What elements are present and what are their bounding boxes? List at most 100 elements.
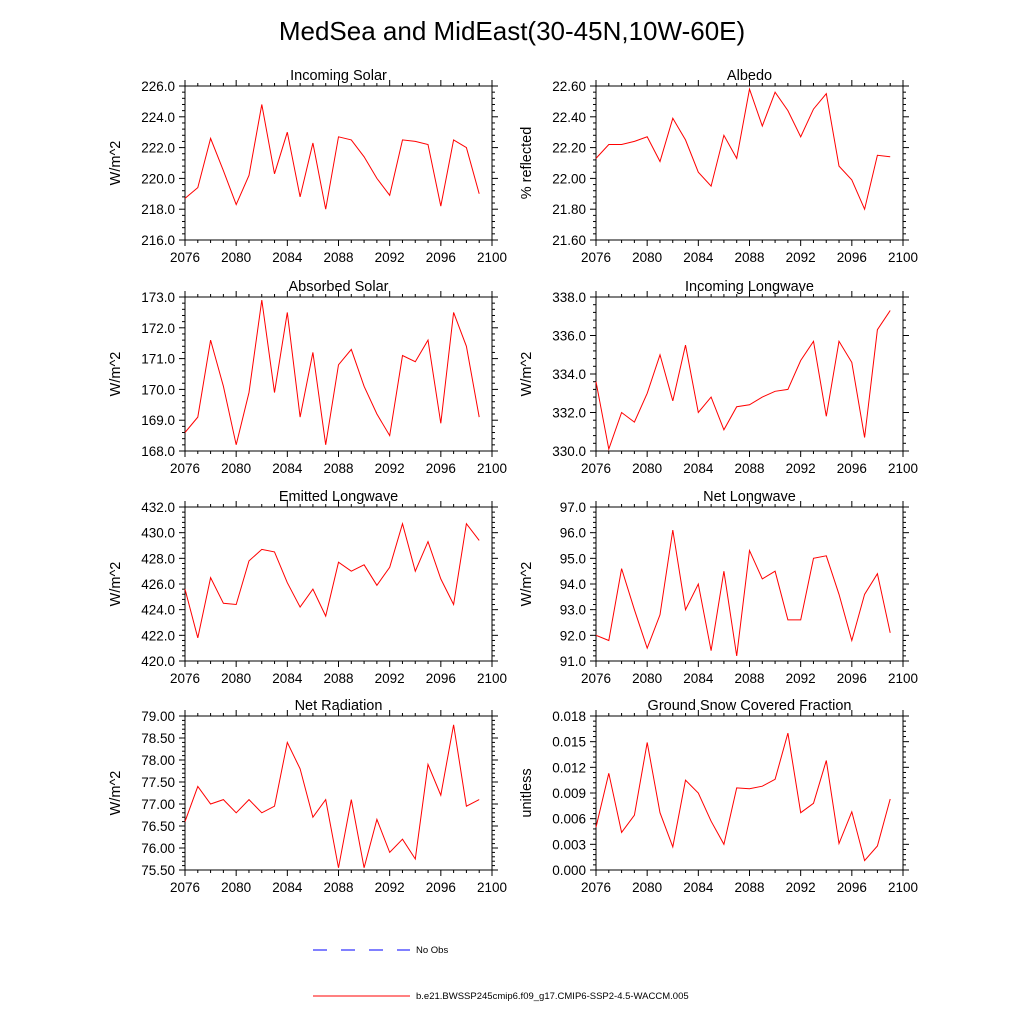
x-tick-label: 2080 — [632, 461, 662, 476]
y-tick-label: 430.0 — [141, 526, 175, 541]
x-tick-label: 2100 — [477, 461, 507, 476]
y-tick-label: 216.0 — [141, 233, 175, 248]
panel-net-longwave: Net Longwave 2076 2080 2084 2088 2092 2096 2100… — [519, 489, 918, 686]
y-tick-label: 0.003 — [552, 837, 586, 852]
y-axis-label: W/m^2 — [108, 562, 124, 607]
x-tick-label: 2088 — [323, 461, 353, 476]
x-tick-label: 2096 — [837, 250, 867, 265]
x-tick-label: 2080 — [632, 880, 662, 895]
y-tick-label: 170.0 — [141, 382, 175, 397]
y-tick-label: 21.80 — [552, 202, 586, 217]
x-tick-label: 2096 — [837, 671, 867, 686]
x-tick-label: 2076 — [170, 461, 200, 476]
y-tick-label: 171.0 — [141, 352, 175, 367]
y-tick-label: 226.0 — [141, 79, 175, 94]
series-line — [184, 521, 480, 639]
y-tick-label: 93.0 — [560, 603, 586, 618]
x-tick-label: 2088 — [734, 461, 764, 476]
x-tick-label: 2096 — [837, 461, 867, 476]
x-tick-label: 2080 — [221, 250, 251, 265]
y-tick-label: 22.00 — [552, 171, 586, 186]
x-tick-label: 2076 — [581, 250, 611, 265]
y-tick-label: 169.0 — [141, 413, 175, 428]
x-tick-label: 2100 — [888, 671, 918, 686]
y-tick-label: 22.60 — [552, 79, 586, 94]
panel-incoming-solar: Incoming Solar 2076 2080 2084 2088 2092 2096 21… — [108, 68, 507, 265]
x-tick-label: 2084 — [272, 250, 303, 265]
y-tick-label: 0.000 — [552, 863, 586, 878]
x-tick-label: 2092 — [375, 461, 405, 476]
y-tick-label: 97.0 — [560, 500, 586, 515]
x-tick-label: 2092 — [375, 250, 405, 265]
series-line — [184, 104, 480, 210]
y-tick-label: 428.0 — [141, 551, 175, 566]
x-tick-label: 2092 — [786, 461, 816, 476]
y-tick-label: 224.0 — [141, 110, 175, 125]
panel-title: Albedo — [727, 68, 772, 84]
plot-frame — [595, 85, 904, 241]
x-tick-label: 2080 — [221, 880, 251, 895]
panel-title: Net Longwave — [703, 489, 796, 505]
panel-title: Emitted Longwave — [279, 489, 398, 505]
y-tick-label: 76.50 — [141, 819, 175, 834]
panel-incoming-longwave: Incoming Longwave 2076 2080 2084 2088 2092 209… — [519, 279, 918, 476]
x-tick-label: 2084 — [272, 461, 303, 476]
x-tick-label: 2076 — [581, 461, 611, 476]
y-tick-label: 75.50 — [141, 863, 175, 878]
y-tick-label: 78.00 — [141, 753, 175, 768]
panel-title: Incoming Solar — [290, 68, 387, 84]
y-tick-label: 218.0 — [141, 202, 175, 217]
series-line — [595, 732, 891, 862]
y-tick-label: 332.0 — [552, 406, 586, 421]
x-tick-label: 2080 — [221, 461, 251, 476]
y-tick-label: 424.0 — [141, 603, 175, 618]
y-tick-label: 168.0 — [141, 444, 175, 459]
y-tick-label: 21.60 — [552, 233, 586, 248]
x-tick-label: 2080 — [632, 250, 662, 265]
y-axis-label: W/m^2 — [519, 352, 535, 397]
plot-frame — [184, 506, 493, 662]
y-axis-label: unitless — [519, 768, 535, 817]
y-tick-label: 77.50 — [141, 775, 175, 790]
y-axis-label: W/m^2 — [519, 562, 535, 607]
x-tick-label: 2088 — [734, 671, 764, 686]
plot-frame — [184, 296, 493, 452]
legend-model-label: b.e21.BWSSP245cmip6.f09_g17.CMIP6-SSP2-4… — [416, 991, 689, 1002]
y-tick-label: 95.0 — [560, 551, 586, 566]
y-axis-label: % reflected — [519, 127, 535, 200]
x-tick-label: 2084 — [683, 671, 714, 686]
x-tick-label: 2092 — [375, 671, 405, 686]
y-tick-label: 0.009 — [552, 786, 586, 801]
x-tick-label: 2084 — [272, 671, 303, 686]
y-tick-label: 78.50 — [141, 731, 175, 746]
panel-absorbed-solar: Absorbed Solar 2076 2080 2084 2088 2092 2096 21… — [108, 279, 507, 476]
y-tick-label: 77.00 — [141, 797, 175, 812]
y-axis-label: W/m^2 — [108, 141, 124, 186]
series-line — [595, 310, 891, 452]
figure-title: MedSea and MidEast(30-45N,10W-60E) — [279, 16, 745, 46]
y-tick-label: 0.015 — [552, 735, 586, 750]
series-line — [184, 300, 480, 445]
y-axis-label: W/m^2 — [108, 352, 124, 397]
y-tick-label: 0.012 — [552, 760, 586, 775]
x-tick-label: 2084 — [683, 880, 714, 895]
x-tick-label: 2080 — [221, 671, 251, 686]
panel-title: Absorbed Solar — [289, 279, 389, 295]
x-tick-label: 2100 — [888, 461, 918, 476]
x-tick-label: 2092 — [786, 671, 816, 686]
series-line — [595, 87, 891, 211]
panels-group: Incoming Solar 2076 2080 2084 2088 2092 2096 21… — [108, 68, 918, 895]
x-tick-label: 2076 — [170, 880, 200, 895]
y-tick-label: 173.0 — [141, 290, 175, 305]
x-tick-label: 2088 — [734, 880, 764, 895]
x-tick-label: 2096 — [426, 671, 456, 686]
y-tick-label: 420.0 — [141, 654, 175, 669]
x-tick-label: 2088 — [734, 250, 764, 265]
panel-albedo: Albedo 2076 2080 2084 2088 2092 2096 2100 21.60 2… — [519, 68, 918, 265]
x-tick-label: 2080 — [632, 671, 662, 686]
x-tick-label: 2092 — [375, 880, 405, 895]
y-tick-label: 92.0 — [560, 628, 586, 643]
x-tick-label: 2096 — [426, 461, 456, 476]
